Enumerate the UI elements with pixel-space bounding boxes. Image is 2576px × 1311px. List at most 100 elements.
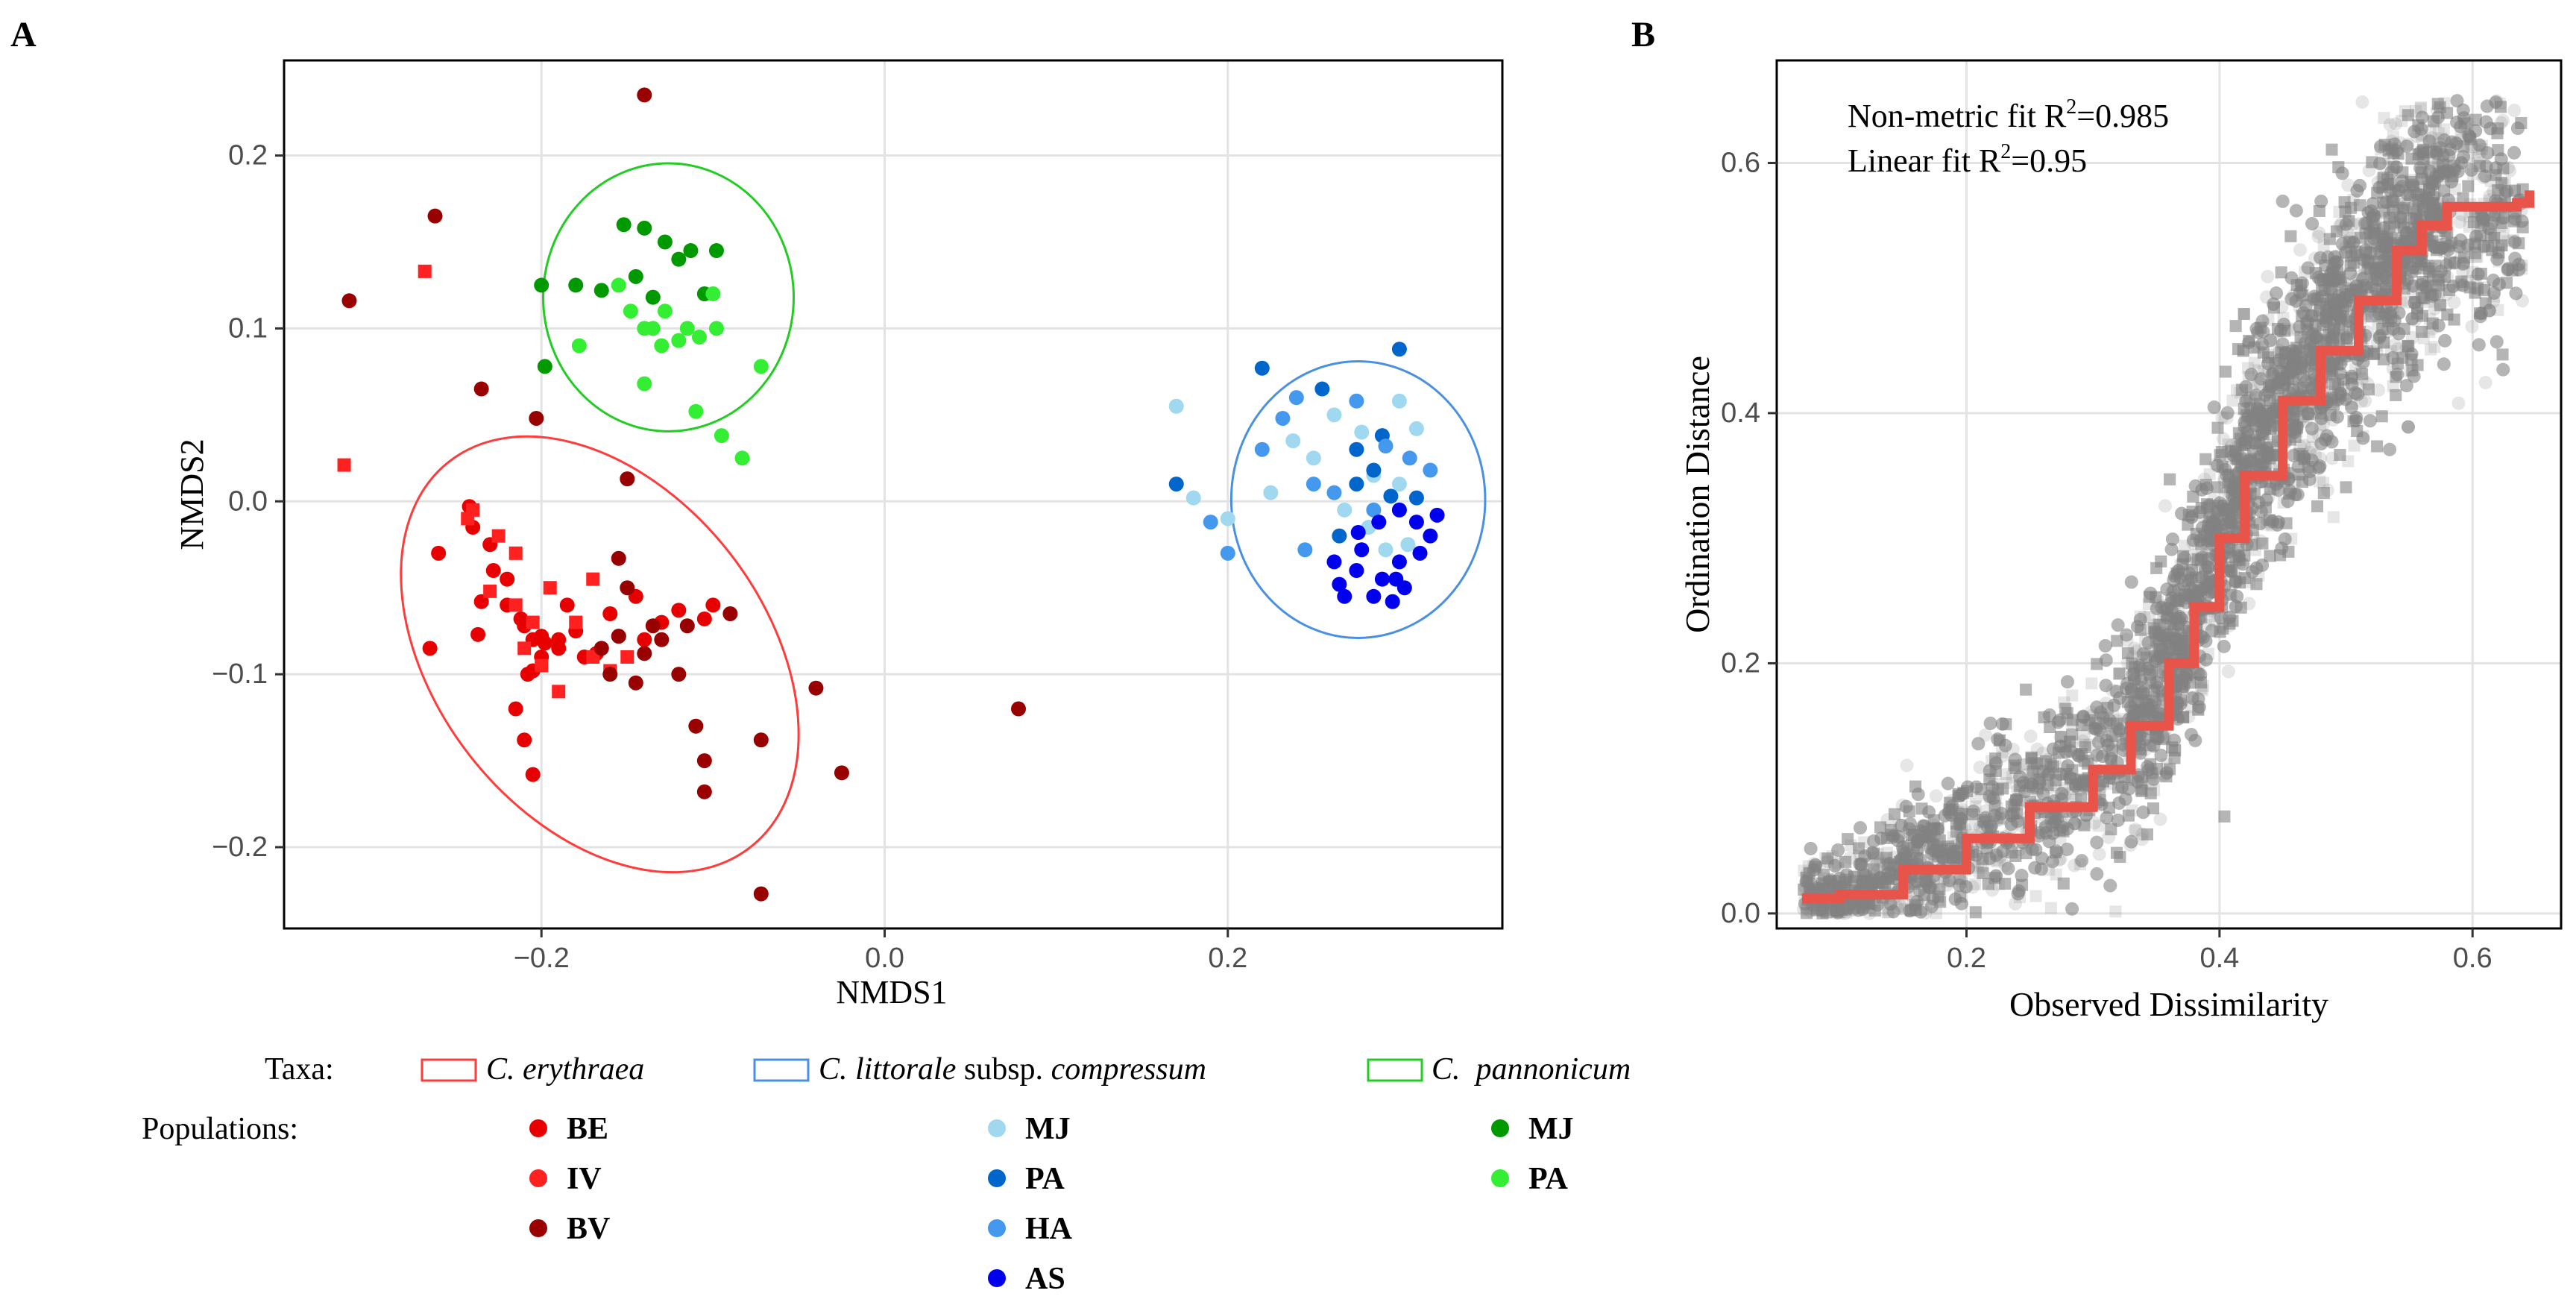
shepard-point [2336,392,2349,405]
shepard-point [1986,790,1999,802]
shepard-point [2464,138,2478,152]
shepard-point [1826,850,1839,863]
shepard-point [2292,343,2305,356]
shepard-point [1947,831,1959,843]
shepard-point [2165,648,2179,662]
panel-a-y-axis-label: NMDS2 [174,438,210,550]
data-point [551,641,567,656]
shepard-point [2324,365,2338,379]
shepard-point [2177,567,2191,581]
shepard-point [2258,400,2270,412]
shepard-point [1865,858,1878,870]
shepard-point [2168,597,2182,612]
shepard-point [2345,397,2358,410]
shepard-point [1944,794,1959,808]
shepard-point [2292,350,2305,362]
shepard-point [2341,282,2354,295]
data-point [1254,441,1270,457]
shepard-point [2410,262,2425,276]
shepard-point [2372,318,2386,332]
shepard-point [2276,346,2288,359]
shepard-point [2353,252,2366,265]
shepard-point [2094,729,2108,743]
data-point [1408,421,1424,436]
shepard-point [2123,773,2137,787]
panel-a-label: A [10,15,37,54]
shepard-point [2406,286,2420,300]
shepard-point [2326,271,2340,285]
shepard-point [2317,477,2330,489]
shepard-point [2281,357,2293,370]
shepard-point [2507,104,2522,118]
shepard-point [1953,807,1967,821]
shepard-point [2226,509,2240,523]
shepard-point [2430,282,2443,295]
shepard-point [2339,291,2352,304]
shepard-point [1993,811,2006,824]
shepard-point [1892,899,1906,913]
shepard-point [1796,902,1810,917]
shepard-point [1936,852,1950,866]
shepard-point [1926,843,1940,857]
shepard-point [2387,306,2399,318]
shepard-point [2515,294,2529,308]
data-point [508,546,523,560]
shepard-point [2501,160,2516,175]
shepard-point [2416,155,2430,169]
shepard-point [1810,883,1824,897]
data-point [427,208,443,224]
shepard-point [1883,906,1895,919]
shepard-point [1995,749,2009,763]
shepard-point [2277,312,2290,324]
shepard-point [2279,362,2293,377]
shepard-point [2487,184,2501,198]
shepard-point [2226,394,2239,407]
data-point [671,251,687,267]
panel-a-y-tick-label: 0.1 [228,312,268,344]
shepard-point [2144,644,2158,658]
shepard-point [2354,394,2368,408]
data-point [517,641,532,656]
shepard-point [2252,340,2264,353]
data-point [657,304,673,319]
shepard-point [2152,690,2164,702]
shepard-point [2410,207,2422,220]
shepard-point [2058,782,2072,796]
shepard-point [2138,644,2151,656]
shepard-point [1937,872,1950,884]
shepard-point [2452,133,2466,148]
shepard-point [2196,563,2209,576]
shepard-point [1870,870,1883,882]
data-point [1366,462,1382,478]
shepard-point [2393,197,2405,210]
panel-a-x-tick-label: 0.0 [865,943,904,974]
shepard-point [2229,471,2241,484]
shepard-point [1798,880,1812,894]
shepard-point [2076,818,2089,831]
shepard-point [2275,326,2287,339]
shepard-point [2466,265,2479,278]
shepard-point [2106,710,2119,723]
shepard-point [2146,694,2158,706]
shepard-point [2220,444,2235,458]
shepard-point [2292,380,2306,394]
shepard-point [1979,728,1993,742]
shepard-point [1870,852,1883,864]
shepard-point [2158,499,2172,513]
shepard-point [2004,821,2018,835]
shepard-point [2405,330,2419,345]
shepard-point [1843,851,1857,865]
shepard-point [2220,484,2235,498]
shepard-point [2507,233,2520,246]
shepard-point [1983,792,1997,806]
shepard-point [2354,269,2368,283]
shepard-point [2261,269,2275,283]
data-point [1412,545,1428,561]
shepard-point [2260,290,2274,304]
data-point [637,87,652,103]
shepard-point [1819,852,1832,864]
shepard-point [2242,371,2255,383]
shepard-point [2079,738,2091,751]
shepard-point [2223,544,2235,556]
shepard-point [2006,771,2018,784]
